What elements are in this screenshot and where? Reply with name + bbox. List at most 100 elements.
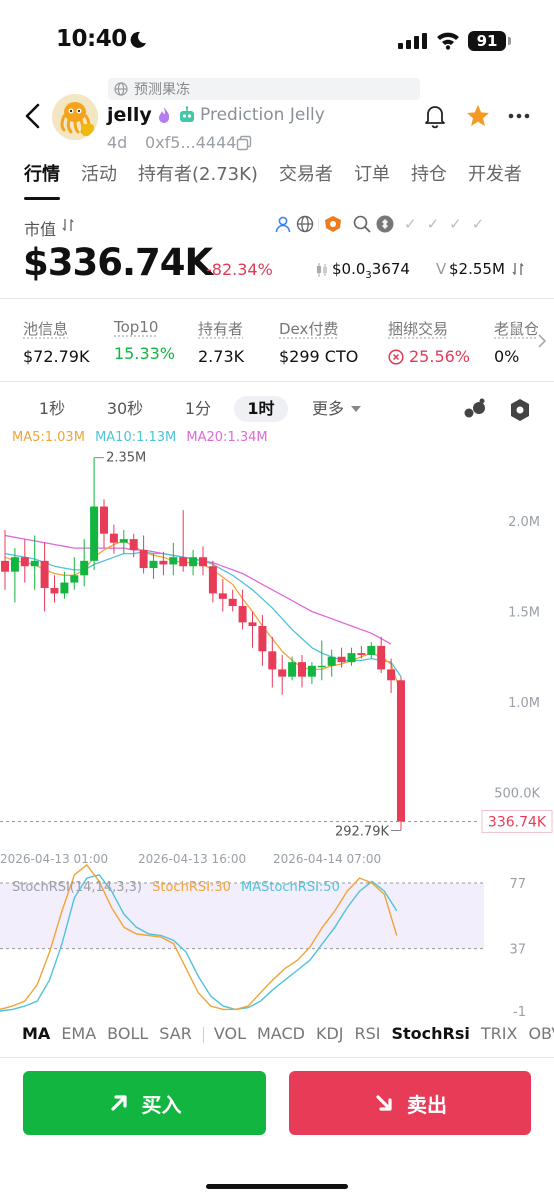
status-time: 10:40 xyxy=(56,26,127,52)
ma20-legend: MA20:1.34M xyxy=(186,430,268,445)
info-label: Top10 xyxy=(114,318,159,336)
candle-body xyxy=(10,557,19,572)
tab-developer[interactable]: 开发者 xyxy=(467,164,522,185)
candle-body xyxy=(367,645,376,655)
buy-button[interactable]: 买入 xyxy=(23,1071,266,1135)
home-indicator xyxy=(206,1184,348,1189)
indicator-kdj[interactable]: KDJ xyxy=(315,1024,344,1043)
indicator-ema[interactable]: EMA xyxy=(61,1024,97,1043)
copy-icon[interactable] xyxy=(236,135,252,151)
divider xyxy=(0,298,554,299)
info-bundle[interactable]: 捆绑交易 25.56% xyxy=(388,318,470,366)
cellular-signal-icon xyxy=(398,33,427,49)
tab-orders[interactable]: 订单 xyxy=(353,164,390,185)
candle-body xyxy=(397,680,405,822)
settings-hex-icon[interactable] xyxy=(509,398,531,422)
tab-traders[interactable]: 交易者 xyxy=(278,164,333,185)
indicator-obv[interactable]: OBV xyxy=(528,1024,554,1043)
candle-body xyxy=(139,549,148,569)
token-fullname: Prediction Jelly xyxy=(200,105,325,125)
back-arrow-icon[interactable] xyxy=(20,100,50,134)
battery-icon: 91 xyxy=(468,31,506,51)
octopus-logo-icon xyxy=(52,94,98,140)
candle-body xyxy=(129,539,138,550)
candle-body xyxy=(208,566,217,594)
high-label: 2.35M xyxy=(106,451,146,466)
market-cap-change: -82.34% xyxy=(206,260,273,279)
indicator-dots-icon[interactable] xyxy=(463,398,487,420)
interval-30s[interactable]: 30秒 xyxy=(106,399,144,418)
divider xyxy=(0,1057,554,1058)
freeze-banner-text: 预测果冻 xyxy=(134,82,190,98)
tab-market[interactable]: 行情 xyxy=(24,160,60,200)
interval-1m[interactable]: 1分 xyxy=(184,399,212,418)
stochrsi-d-line xyxy=(0,874,398,1012)
robot-icon xyxy=(180,106,194,122)
tab-positions[interactable]: 持仓 xyxy=(410,164,447,185)
indicator-macd[interactable]: MACD xyxy=(256,1024,305,1043)
info-holders[interactable]: 持有者 2.73K xyxy=(198,318,244,366)
candle-body xyxy=(119,539,128,543)
swap-sort-icon[interactable] xyxy=(512,262,524,276)
info-label: 老鼠仓 xyxy=(494,320,538,338)
sell-button[interactable]: 卖出 xyxy=(289,1071,531,1135)
stochrsi-band xyxy=(0,883,484,949)
indicator-rsi[interactable]: RSI xyxy=(354,1024,381,1043)
indicator-trix[interactable]: TRIX xyxy=(480,1024,518,1043)
star-icon[interactable] xyxy=(465,103,491,129)
candle-body xyxy=(298,662,306,677)
candle-body xyxy=(1,560,9,572)
info-dex-paid[interactable]: Dex付费 $299 CTO xyxy=(279,318,358,366)
chevron-right-icon[interactable] xyxy=(536,333,548,349)
swap-sort-icon[interactable] xyxy=(62,218,74,232)
interval-1s[interactable]: 1秒 xyxy=(38,399,66,418)
indicator-sar[interactable]: SAR xyxy=(159,1024,192,1043)
indicator-vol[interactable]: VOL xyxy=(213,1024,246,1043)
candle-body xyxy=(90,506,99,561)
status-bar: 10:40 91 xyxy=(0,0,554,80)
candle-body xyxy=(357,653,366,655)
website-globe-icon[interactable] xyxy=(296,215,314,233)
stochrsi-axis-label: -1 xyxy=(513,1005,526,1020)
info-pool[interactable]: 池信息 $72.79K xyxy=(23,318,89,366)
interval-1h[interactable]: 1时 xyxy=(234,396,288,422)
indicator-boll[interactable]: BOLL xyxy=(107,1024,149,1043)
bell-icon[interactable] xyxy=(423,103,447,129)
caret-down-icon[interactable] xyxy=(351,406,361,413)
candle-body xyxy=(278,669,287,677)
stochrsi-k-line xyxy=(0,863,398,1011)
info-insider[interactable]: 老鼠仓 0% xyxy=(494,318,538,366)
ma10-legend: MA10:1.13M xyxy=(95,430,177,445)
stochrsi-legend: StochRSI(14,14,3,3) StochRSI:30 MAStochR… xyxy=(12,880,346,895)
candle-body xyxy=(179,557,188,567)
volume-value: $2.55M xyxy=(449,260,505,278)
market-cap-value: $336.74K xyxy=(23,241,213,284)
price-chart[interactable]: 2.0M 1.5M 1.0M 500.0K 2.35M 292.79K 336.74K 202… xyxy=(0,426,554,1026)
tab-activity[interactable]: 活动 xyxy=(81,164,117,185)
candle-body xyxy=(337,656,346,663)
candle-body xyxy=(218,593,227,599)
check-icon: ✓ xyxy=(471,215,485,233)
indicator-tabs: MA EMA BOLL SAR VOL MACD KDJ RSI StochRs… xyxy=(22,1024,554,1043)
stochrsi-axis-label: 37 xyxy=(509,943,526,958)
section-tabs: 行情 活动 持有者(2.73K) 交易者 订单 持仓 开发者 xyxy=(24,160,543,200)
check-icon: ✓ xyxy=(404,215,417,233)
divider xyxy=(0,381,554,382)
candle-body xyxy=(288,662,297,677)
arrow-up-right-icon xyxy=(110,1095,127,1111)
interval-more[interactable]: 更多 xyxy=(311,399,344,418)
tab-holders[interactable]: 持有者(2.73K) xyxy=(138,164,258,185)
lion-audit-icon[interactable] xyxy=(318,214,348,234)
user-icon[interactable] xyxy=(274,215,292,233)
info-top10[interactable]: Top10 15.33% xyxy=(114,318,175,363)
indicator-separator xyxy=(202,1027,204,1043)
indicator-stochrsi[interactable]: StochRsi xyxy=(391,1024,470,1043)
indicator-ma[interactable]: MA xyxy=(22,1024,51,1043)
more-options-icon[interactable] xyxy=(507,112,531,120)
search-icon[interactable] xyxy=(352,214,372,234)
contract-address[interactable]: 0xf5...4444 xyxy=(145,133,237,152)
buy-label: 买入 xyxy=(141,1092,182,1117)
price-prefix: $0.0 xyxy=(332,260,366,278)
stochrsi-params: StochRSI(14,14,3,3) xyxy=(12,880,142,895)
price-digits: 3674 xyxy=(371,260,410,278)
